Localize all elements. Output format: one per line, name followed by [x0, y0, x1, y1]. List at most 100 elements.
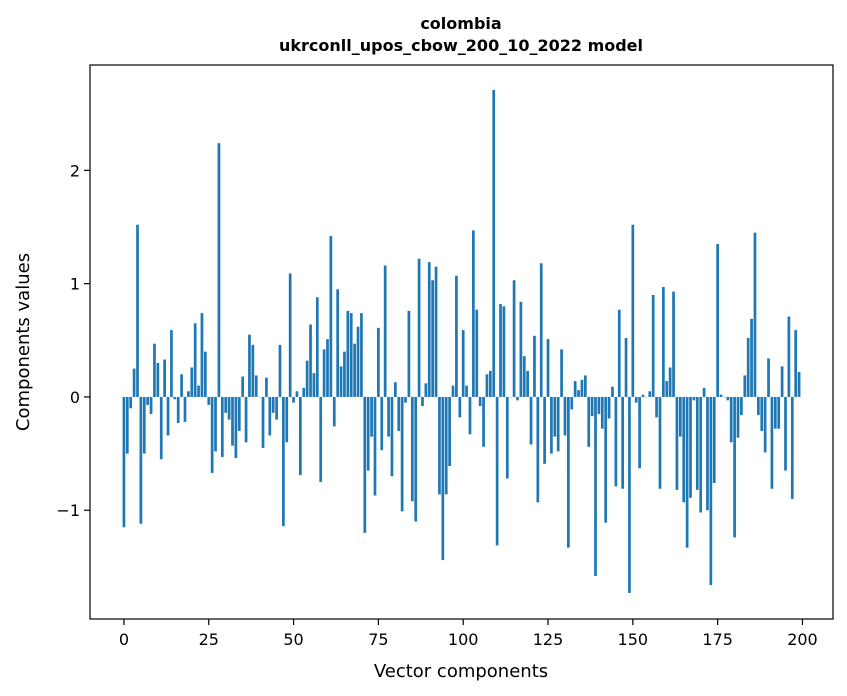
bar — [757, 396, 760, 416]
bar — [156, 362, 160, 397]
bar — [662, 287, 665, 397]
bar — [533, 335, 536, 397]
bar — [590, 396, 594, 417]
bar — [315, 297, 319, 397]
y-tick-label: 1 — [70, 275, 80, 294]
bar — [790, 396, 794, 499]
bar — [617, 309, 621, 397]
bar — [526, 370, 530, 397]
bar — [455, 275, 458, 397]
bar — [631, 224, 635, 397]
bar — [159, 396, 163, 460]
bar — [495, 396, 499, 546]
bar — [427, 262, 431, 397]
bar — [709, 396, 713, 586]
bar — [465, 385, 468, 397]
bar — [546, 339, 550, 397]
bar — [285, 396, 289, 443]
bar — [353, 343, 356, 397]
bar — [390, 396, 394, 477]
bar — [577, 390, 580, 397]
bar — [214, 396, 217, 452]
bar — [434, 266, 438, 397]
bar — [516, 396, 519, 401]
bar — [472, 230, 475, 397]
bar — [271, 396, 275, 413]
bar — [665, 381, 669, 397]
y-tick-label: 2 — [70, 161, 80, 180]
bar — [543, 396, 546, 464]
bar — [587, 396, 591, 447]
bar — [377, 327, 380, 397]
bar — [461, 330, 465, 397]
bar — [583, 375, 587, 397]
bar — [638, 396, 641, 469]
bar — [404, 396, 407, 403]
bar — [753, 232, 757, 397]
bar — [770, 396, 774, 489]
bar — [604, 396, 608, 523]
bar — [183, 396, 187, 422]
bar — [278, 344, 282, 397]
bar — [522, 356, 526, 397]
bar — [224, 396, 228, 413]
bar — [570, 396, 574, 410]
bar — [448, 396, 451, 467]
bar — [349, 313, 353, 397]
bar — [451, 385, 455, 397]
bar — [567, 396, 570, 548]
bar — [125, 396, 129, 454]
bar — [655, 396, 658, 418]
bar — [180, 374, 183, 397]
bar — [309, 324, 312, 397]
bar — [502, 306, 506, 397]
bar — [163, 359, 166, 397]
y-axis-label: Components values — [13, 253, 34, 431]
bar — [611, 386, 614, 397]
bar — [539, 263, 543, 397]
bar — [651, 294, 655, 397]
bar — [254, 375, 258, 397]
bar — [750, 318, 753, 397]
bar — [624, 338, 628, 397]
bar — [784, 396, 787, 471]
bar — [519, 301, 523, 397]
y-tick-label: 0 — [70, 388, 80, 407]
chart-subtitle: ukrconll_upos_cbow_200_10_2022 model — [279, 36, 643, 55]
bar — [136, 224, 139, 397]
bar — [197, 385, 200, 397]
bar — [438, 396, 441, 495]
bar — [176, 396, 180, 424]
bar — [682, 396, 686, 503]
bar — [421, 396, 424, 407]
x-tick-label: 0 — [119, 630, 129, 649]
bar — [580, 379, 584, 397]
bar — [736, 396, 740, 438]
x-tick-label: 125 — [533, 630, 564, 649]
bar — [787, 316, 791, 397]
bar — [410, 396, 414, 502]
bar — [132, 368, 136, 397]
bar — [729, 396, 733, 443]
bar — [360, 313, 363, 397]
bar — [607, 396, 611, 419]
bar — [231, 396, 234, 446]
bar — [356, 326, 360, 397]
bar — [282, 396, 285, 527]
bar — [288, 273, 292, 397]
x-tick-label: 50 — [283, 630, 303, 649]
bar — [383, 265, 387, 397]
bar — [746, 338, 750, 397]
bar — [475, 309, 479, 397]
bar — [556, 396, 560, 452]
bar — [122, 396, 126, 528]
y-axis-ticks: −1 0 1 2 — [56, 161, 90, 520]
bar — [268, 396, 272, 436]
bar — [695, 396, 699, 490]
bar — [441, 396, 445, 561]
bar — [207, 396, 211, 405]
bar — [733, 396, 736, 538]
bar — [634, 396, 638, 403]
bar — [129, 396, 133, 409]
bar — [373, 396, 377, 496]
